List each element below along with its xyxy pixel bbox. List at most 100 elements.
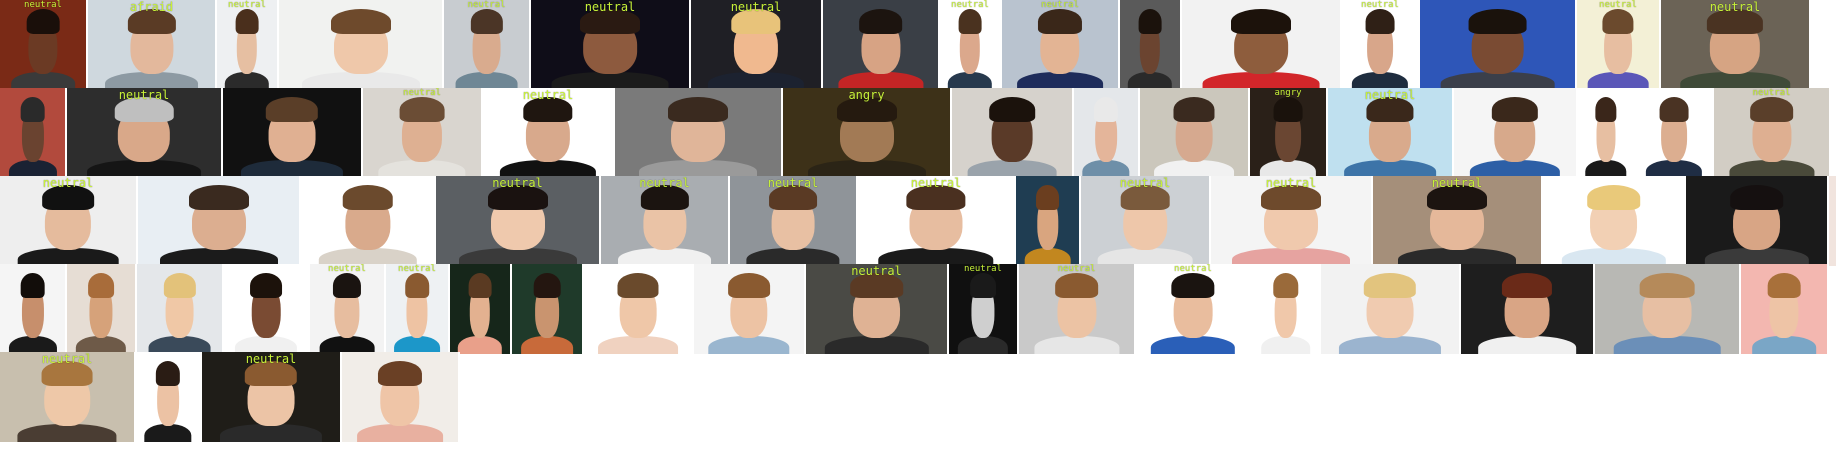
person-shoulders	[1097, 248, 1193, 266]
face-thumbnail[interactable]	[512, 264, 584, 354]
person-hair	[88, 273, 114, 299]
expression-label: neutral	[1752, 88, 1791, 98]
face-thumbnail[interactable]	[584, 264, 694, 354]
face-thumbnail[interactable]: neutral	[806, 264, 949, 354]
person-hair	[1749, 97, 1794, 123]
face-thumbnail[interactable]	[1016, 176, 1081, 266]
face-thumbnail[interactable]: neutral	[1211, 176, 1373, 266]
expression-label: angry	[848, 88, 885, 102]
face-thumbnail[interactable]	[952, 88, 1074, 178]
face-thumbnail[interactable]: neutral	[386, 264, 450, 354]
person-hair	[617, 273, 659, 299]
face-thumbnail[interactable]: neutral	[858, 176, 1016, 266]
person-shoulders	[1469, 160, 1561, 178]
face-thumbnail[interactable]: neutral	[436, 176, 601, 266]
face-thumbnail[interactable]	[694, 264, 806, 354]
face-thumbnail[interactable]	[342, 352, 460, 442]
person-shoulders	[1344, 160, 1436, 178]
person-hair	[127, 9, 176, 35]
face-thumbnail[interactable]	[67, 264, 137, 354]
face-thumbnail[interactable]: angry	[1250, 88, 1328, 178]
face-thumbnail[interactable]	[1543, 176, 1686, 266]
face-thumbnail[interactable]: neutral	[202, 352, 342, 442]
expression-label: neutral	[584, 0, 636, 14]
face-thumbnail[interactable]: afraid	[88, 0, 217, 90]
person-shoulders	[824, 336, 929, 354]
face-thumbnail[interactable]	[1120, 0, 1182, 90]
face-thumbnail[interactable]: neutral	[1714, 88, 1831, 178]
face-thumbnail[interactable]: neutral	[1342, 0, 1420, 90]
face-thumbnail[interactable]	[1829, 176, 1836, 266]
face-thumbnail[interactable]	[1461, 264, 1595, 354]
person-shoulders	[159, 248, 278, 266]
face-thumbnail[interactable]: neutral	[217, 0, 279, 90]
face-thumbnail[interactable]	[279, 0, 444, 90]
face-thumbnail[interactable]: neutral	[1081, 176, 1211, 266]
face-thumbnail[interactable]	[823, 0, 940, 90]
face-thumbnail[interactable]	[450, 264, 512, 354]
face-thumbnail[interactable]: neutral	[310, 264, 386, 354]
face-thumbnail[interactable]	[1454, 88, 1578, 178]
person-shoulders	[378, 160, 466, 178]
face-thumbnail[interactable]: neutral	[1577, 0, 1661, 90]
face-thumbnail[interactable]: neutral	[67, 88, 223, 178]
face-thumbnail[interactable]	[1252, 264, 1321, 354]
person-hair	[1054, 273, 1099, 299]
face-thumbnail[interactable]: neutral	[1136, 264, 1252, 354]
person-hair	[1173, 97, 1215, 123]
face-thumbnail[interactable]	[1321, 264, 1461, 354]
person-shoulders	[318, 248, 417, 266]
face-thumbnail[interactable]: neutral	[1661, 0, 1811, 90]
face-thumbnail[interactable]	[301, 176, 436, 266]
face-thumbnail[interactable]: neutral	[0, 176, 138, 266]
face-thumbnail[interactable]: neutral	[1328, 88, 1454, 178]
person-shoulders	[551, 72, 669, 90]
person-hair	[958, 9, 982, 35]
face-thumbnail[interactable]: neutral	[531, 0, 691, 90]
face-thumbnail[interactable]	[1140, 88, 1250, 178]
person-shoulders	[1338, 336, 1442, 354]
face-thumbnail[interactable]: neutral	[1002, 0, 1120, 90]
person-hair	[1037, 9, 1083, 35]
person-shoulders	[957, 336, 1009, 354]
face-thumbnail[interactable]	[1741, 264, 1829, 354]
person-hair	[906, 185, 966, 211]
face-thumbnail[interactable]	[1595, 264, 1741, 354]
face-thumbnail[interactable]	[615, 88, 783, 178]
face-thumbnail[interactable]: neutral	[949, 264, 1019, 354]
face-thumbnail[interactable]	[224, 264, 310, 354]
expression-label: neutral	[398, 264, 436, 274]
face-thumbnail[interactable]	[0, 88, 67, 178]
person-shoulders	[144, 424, 192, 442]
expression-label: neutral	[1174, 264, 1212, 274]
face-thumbnail[interactable]	[1074, 88, 1140, 178]
face-thumbnail[interactable]: angry	[783, 88, 952, 178]
face-thumbnail[interactable]: neutral	[483, 88, 615, 178]
person-shoulders	[837, 72, 924, 90]
person-shoulders	[967, 160, 1057, 178]
face-thumbnail[interactable]: neutral	[730, 176, 858, 266]
face-thumbnail[interactable]: neutral	[363, 88, 483, 178]
face-thumbnail[interactable]	[1182, 0, 1342, 90]
face-thumbnail[interactable]	[1636, 88, 1714, 178]
face-thumbnail[interactable]	[223, 88, 363, 178]
face-thumbnail[interactable]: neutral	[691, 0, 823, 90]
face-thumbnail[interactable]	[136, 352, 202, 442]
person-hair	[41, 361, 93, 387]
person-shoulders	[458, 248, 577, 266]
face-thumbnail[interactable]	[0, 264, 67, 354]
face-thumbnail[interactable]	[1420, 0, 1577, 90]
person-shoulders	[1585, 160, 1627, 178]
face-thumbnail[interactable]	[138, 176, 301, 266]
face-thumbnail[interactable]: neutral	[601, 176, 730, 266]
face-thumbnail[interactable]	[1686, 176, 1829, 266]
face-thumbnail[interactable]: neutral	[1373, 176, 1543, 266]
face-thumbnail[interactable]	[137, 264, 224, 354]
face-thumbnail[interactable]: neutral	[0, 0, 88, 90]
face-thumbnail[interactable]: neutral	[0, 352, 136, 442]
face-thumbnail[interactable]	[1578, 88, 1636, 178]
person-hair	[20, 97, 45, 123]
face-thumbnail[interactable]: neutral	[940, 0, 1002, 90]
face-thumbnail[interactable]: neutral	[1019, 264, 1136, 354]
face-thumbnail[interactable]: neutral	[444, 0, 531, 90]
